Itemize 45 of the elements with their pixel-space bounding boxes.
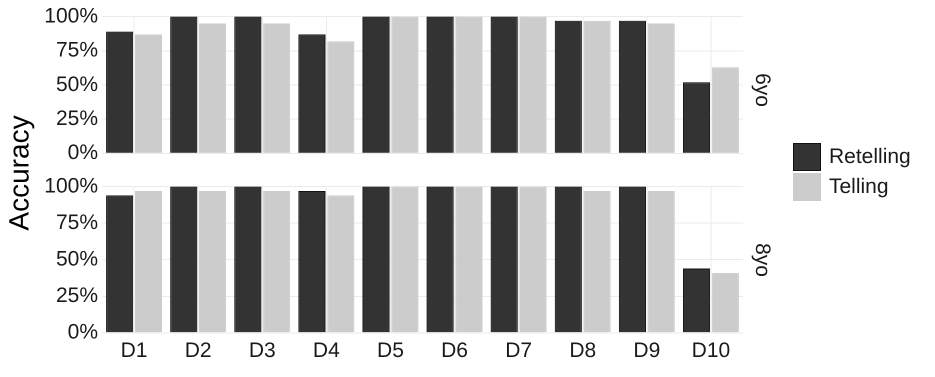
y-tick-label: 75%: [56, 38, 98, 62]
bar: [455, 186, 483, 332]
x-tick-label: D9: [633, 339, 660, 362]
legend-label: Telling: [829, 174, 889, 198]
bar: [263, 190, 290, 332]
bar: [134, 190, 162, 332]
bar: [455, 16, 483, 153]
bar: [391, 16, 418, 153]
bar: [199, 190, 226, 332]
bar: [520, 186, 547, 332]
bar: [263, 23, 290, 153]
y-tick-label: 0%: [68, 320, 98, 344]
bar: [648, 23, 675, 153]
bar: [134, 34, 162, 153]
y-tick-label: 0%: [68, 141, 98, 164]
bar: [391, 186, 418, 332]
bar: [520, 16, 547, 153]
x-tick-label: D10: [692, 339, 730, 362]
bar: [327, 195, 354, 332]
x-tick-label: D2: [184, 339, 212, 362]
bar: [199, 23, 226, 153]
y-tick-label: 25%: [56, 106, 98, 130]
x-tick-label: D4: [312, 339, 340, 362]
x-tick-label: D8: [569, 339, 596, 362]
y-tick-label: 100%: [44, 174, 98, 198]
y-tick-label: 50%: [56, 72, 98, 96]
legend-label: Retelling: [829, 144, 911, 168]
y-tick-label: 50%: [56, 247, 98, 270]
y-axis-title: Accuracy: [4, 114, 36, 230]
y-tick-label: 75%: [56, 210, 98, 234]
text: 8yo: [750, 243, 774, 277]
x-tick-label: D3: [248, 339, 276, 362]
text: 6yo: [750, 73, 774, 107]
bar: [584, 20, 611, 153]
x-tick-label: D6: [441, 339, 468, 362]
y-tick-label: 100%: [44, 4, 98, 28]
bar: [648, 190, 675, 332]
x-tick-label: D1: [120, 339, 148, 362]
x-tick-label: D5: [377, 339, 404, 362]
bar: [584, 190, 611, 332]
bar: [712, 67, 739, 153]
bar: [712, 272, 739, 332]
y-tick-label: 25%: [56, 284, 98, 308]
bar: [327, 41, 354, 153]
x-tick-label: D7: [505, 339, 532, 362]
